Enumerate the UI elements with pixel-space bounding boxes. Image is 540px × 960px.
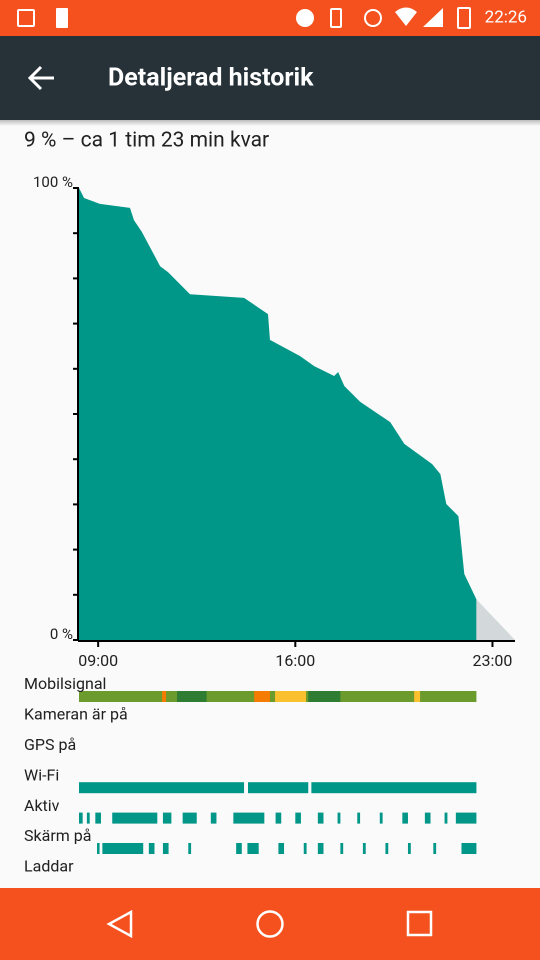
track-segment: [414, 691, 421, 702]
battery-chart: 100 % 0 % 09:00 16:00 23:00 Mobilsignal Kamera…: [24, 173, 515, 876]
track-segment: [95, 812, 101, 824]
nav-recents[interactable]: [406, 910, 433, 937]
track-segment: [254, 691, 270, 702]
prediction-area: [476, 599, 515, 640]
x-tick-label: 09:00: [78, 651, 118, 670]
track-segment: [295, 812, 301, 824]
nav-back[interactable]: [106, 909, 133, 939]
track-segment: [362, 843, 366, 854]
track-segment: [424, 812, 431, 824]
track-segment: [433, 843, 437, 854]
track-segment: [247, 843, 259, 854]
track-segment: [317, 812, 324, 824]
track-segment: [177, 691, 207, 702]
track-segment: [148, 843, 155, 854]
x-tick-label: 23:00: [473, 651, 513, 670]
app-bar: [0, 36, 540, 120]
track-segment: [97, 843, 100, 854]
track-segment: [379, 812, 383, 824]
track-segment: [357, 812, 361, 824]
track-segment: [102, 843, 144, 854]
track-segment: [233, 812, 265, 824]
status-bar: [0, 0, 540, 36]
track-label: GPS på: [24, 735, 76, 754]
status-time: 22:26: [485, 7, 527, 27]
track-segment: [79, 782, 245, 794]
track-label: Skärm på: [24, 826, 91, 845]
track-segment: [278, 843, 285, 854]
track-segment: [162, 691, 167, 702]
track-segment: [340, 843, 344, 854]
track-label: Kameran är på: [24, 705, 128, 724]
nav-bar: [0, 888, 540, 960]
nav-home[interactable]: [256, 910, 284, 938]
track-segment: [247, 782, 309, 794]
track-segment: [182, 812, 197, 824]
track-segment: [162, 812, 172, 824]
track-segment: [236, 843, 242, 854]
track-label: Wi-Fi: [24, 765, 59, 784]
track-segment: [79, 812, 83, 824]
track-segment: [188, 843, 192, 854]
track-label: Laddar: [24, 857, 74, 876]
track-segment: [162, 843, 169, 854]
back-button[interactable]: [27, 65, 54, 91]
app-bar-title: Detaljerad historik: [108, 64, 314, 93]
track-label: Mobilsignal: [24, 674, 106, 693]
y-tick-label: 0 %: [50, 625, 73, 643]
track-segment: [385, 843, 389, 854]
track-segment: [337, 812, 341, 824]
track-segment: [317, 843, 324, 854]
track-segment: [275, 812, 282, 824]
track-segment: [455, 812, 477, 824]
x-tick-label: 16:00: [275, 651, 315, 670]
track-segment: [275, 691, 307, 702]
y-tick-label: 100 %: [33, 173, 73, 191]
track-segment: [402, 812, 408, 824]
track-segment: [303, 843, 307, 854]
track-label: Aktiv: [24, 796, 60, 815]
status-icons: [17, 7, 471, 29]
app-bar-shadow: [0, 120, 540, 126]
battery-area: [79, 188, 477, 640]
track-segment: [86, 812, 90, 824]
track-segment: [308, 691, 341, 702]
battery-summary: 9 % – ca 1 tim 23 min kvar: [24, 129, 269, 153]
track-segment: [407, 843, 411, 854]
track-segment: [210, 812, 217, 824]
track-segment: [311, 782, 477, 794]
track-segment: [461, 843, 477, 854]
track-segment: [112, 812, 158, 824]
track-segment: [444, 812, 448, 824]
